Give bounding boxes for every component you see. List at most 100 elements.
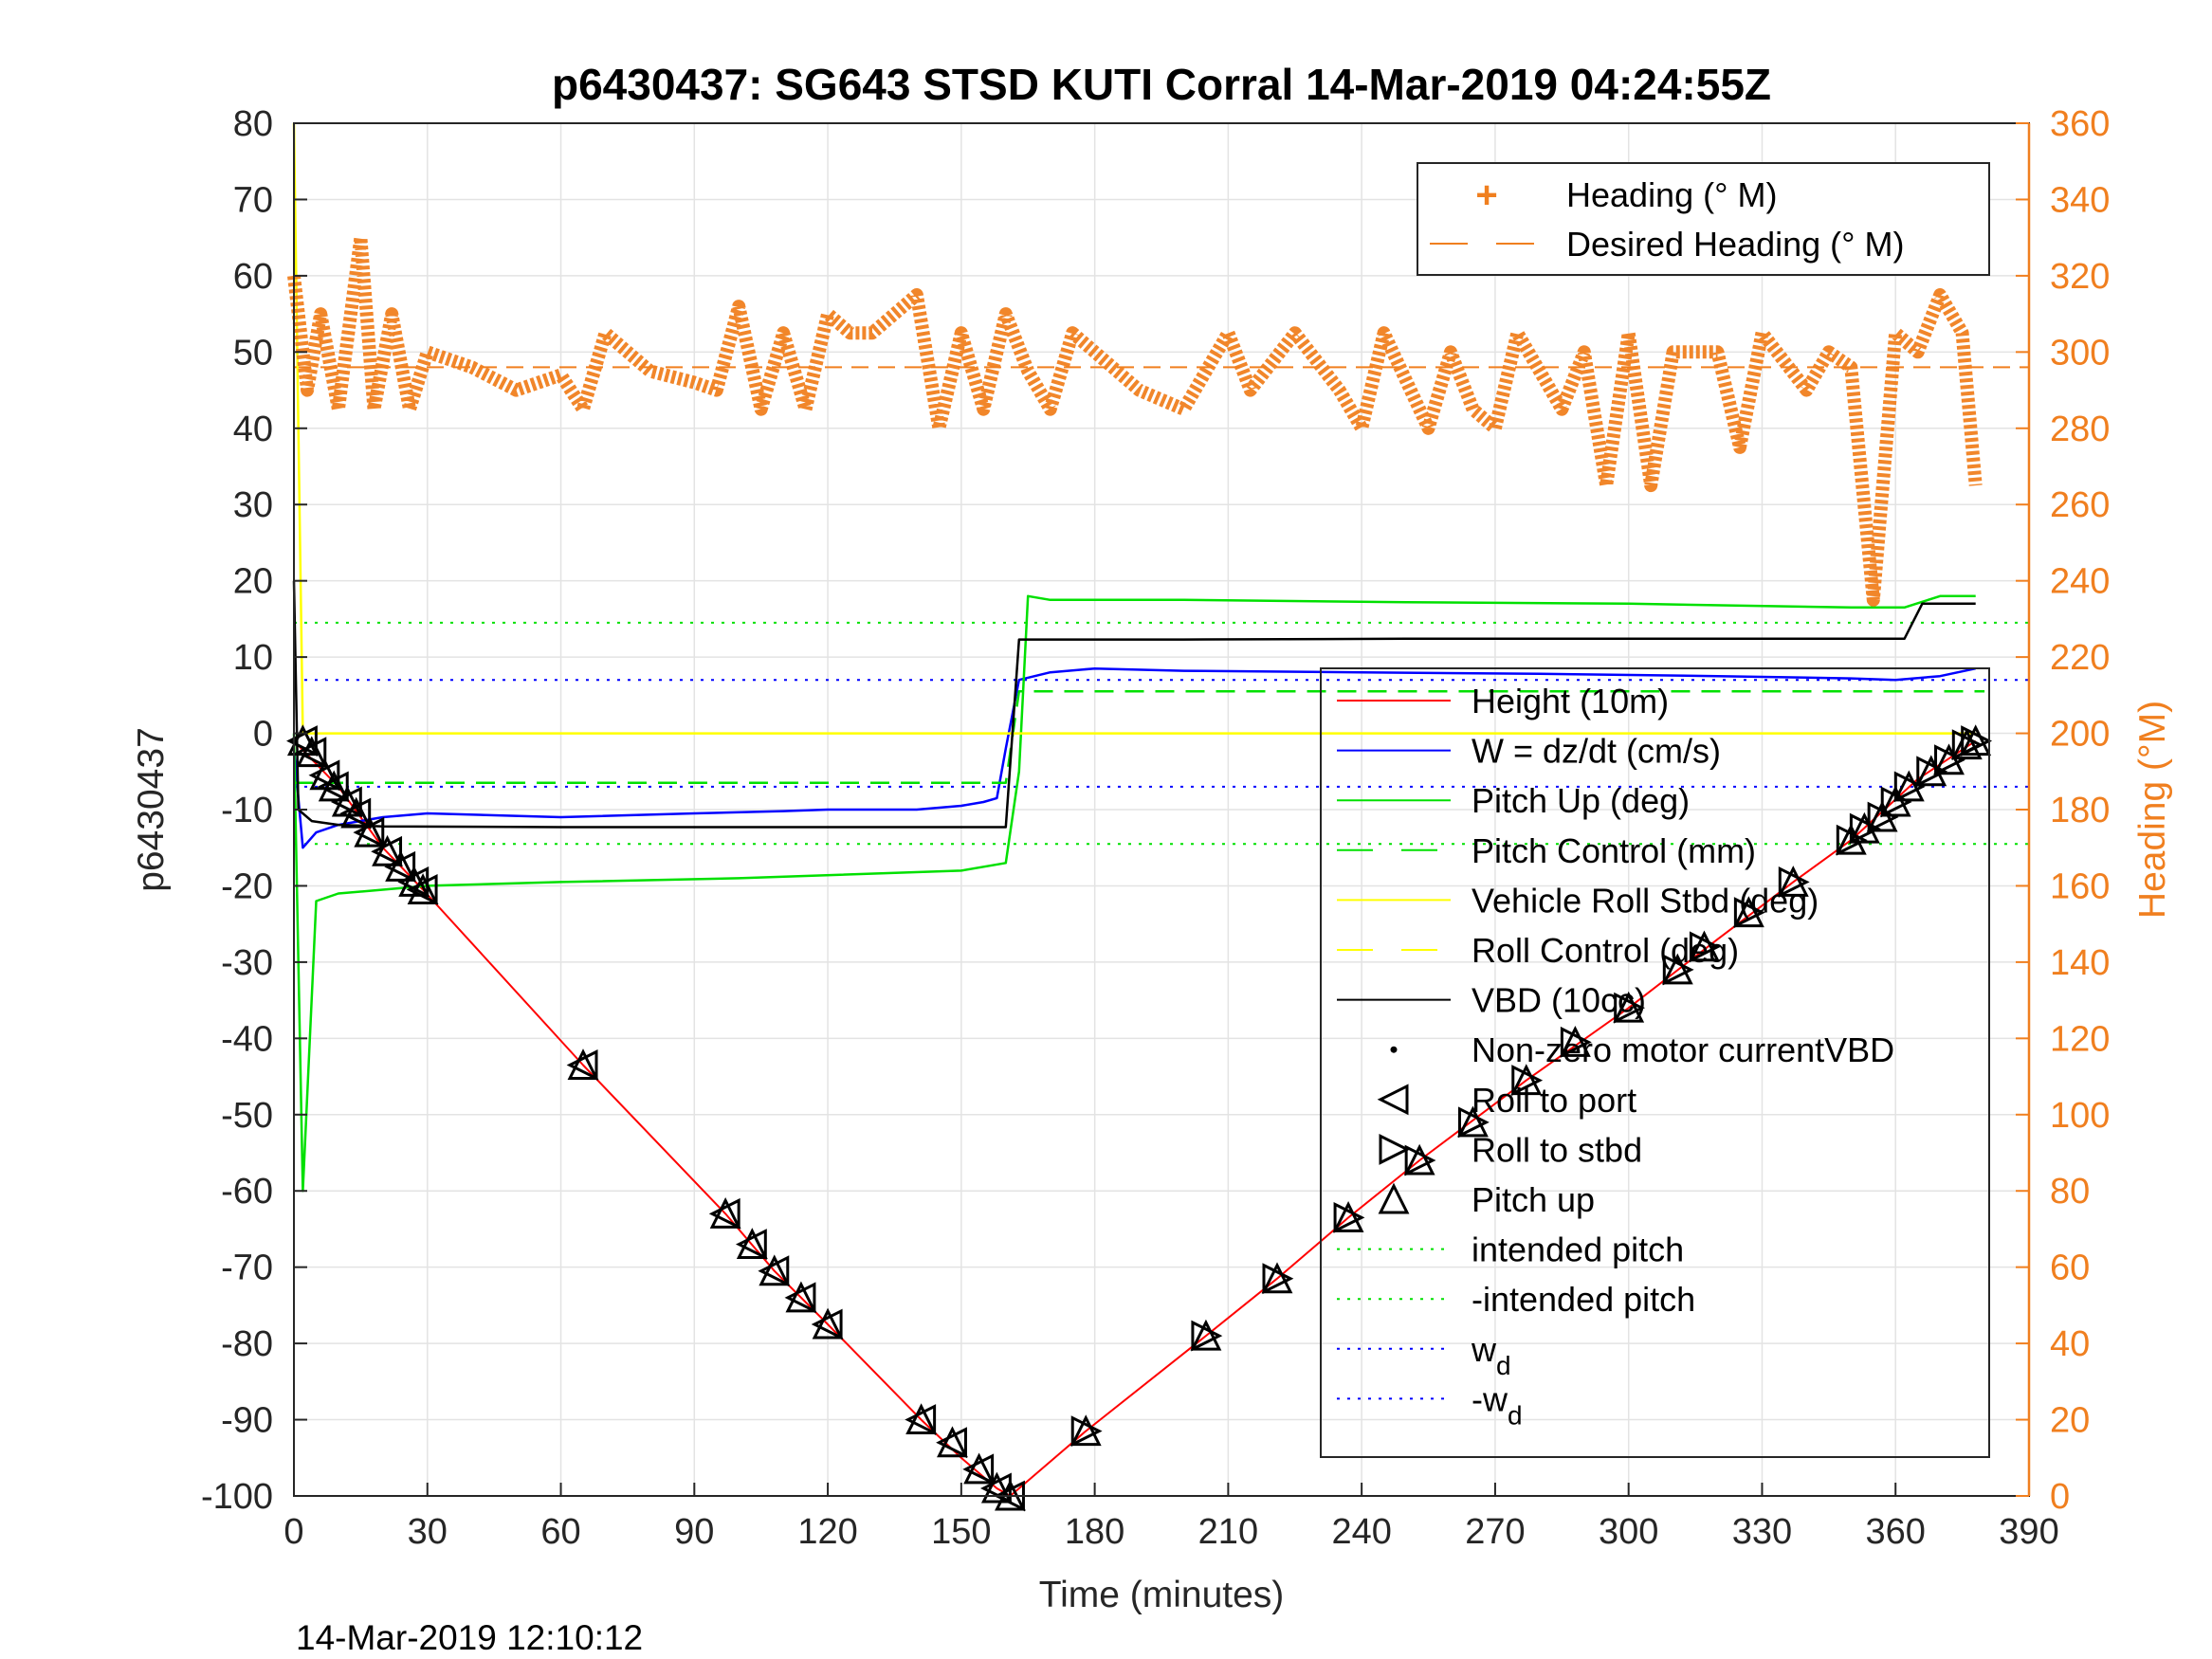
marker-right <box>1404 1144 1436 1176</box>
marker-up <box>1732 896 1764 928</box>
marker-up <box>1661 953 1693 985</box>
series-line <box>292 594 1976 1193</box>
marker-up <box>407 873 439 904</box>
marker-right <box>1070 1415 1103 1448</box>
y-tick-label: -30 <box>221 943 273 983</box>
legend-swatch: + <box>1475 174 1497 216</box>
marker-right <box>1379 1133 1411 1165</box>
y2-tick-label: 360 <box>2050 104 2110 144</box>
marker-up <box>1457 1105 1489 1138</box>
series-line <box>292 580 1976 829</box>
y-tick-label: 80 <box>233 104 273 144</box>
ticks: 0 30 60 90 120 150 180 210 240 270 300 330 360 390807… <box>201 104 2110 1552</box>
timestamp-footer: 14-Mar-2019 12:10:12 <box>296 1618 643 1657</box>
marker-up <box>1069 1414 1102 1447</box>
marker-left <box>735 1229 767 1260</box>
y2-tick-label: 80 <box>2050 1172 2090 1212</box>
y-tick-label: -70 <box>221 1249 273 1288</box>
marker-up <box>1933 743 1965 775</box>
y2-tick-label: 340 <box>2050 180 2110 220</box>
legend-box <box>1320 667 1990 1458</box>
marker-right <box>1511 1065 1544 1097</box>
y2-tick-label: 240 <box>2050 562 2110 602</box>
x-tick-label: 90 <box>674 1512 714 1552</box>
legend-label: -intended pitch <box>1472 1280 1695 1319</box>
chart-title: p6430437: SG643 STSD KUTI Corral 14-Mar-… <box>552 60 1771 109</box>
marker-up <box>318 770 350 802</box>
y-tick-label: 10 <box>233 638 273 678</box>
legend-swatch <box>1390 1046 1398 1053</box>
marker-up <box>1510 1064 1543 1096</box>
x-tick-label: 60 <box>540 1512 580 1552</box>
marker-left <box>936 1427 967 1459</box>
marker-up <box>567 1048 599 1080</box>
x-tick-label: 180 <box>1065 1512 1124 1552</box>
y-tick-label: 60 <box>233 257 273 297</box>
y-tick-label: -50 <box>221 1096 273 1136</box>
marker-left <box>308 759 340 792</box>
y-tick-label: 70 <box>233 180 273 220</box>
marker-left <box>566 1049 598 1081</box>
y-tick-label: 0 <box>253 715 273 755</box>
marker-left <box>905 1404 937 1435</box>
marker-left <box>330 786 362 818</box>
marker-left <box>811 1308 843 1340</box>
legend-label: Vehicle Roll Stbd (deg) <box>1472 881 1819 920</box>
marker-up <box>963 1452 996 1485</box>
marker-right <box>1849 812 1881 845</box>
y2-tick-label: 40 <box>2050 1324 2090 1364</box>
grid <box>293 122 2030 1497</box>
marker-up <box>1559 1026 1591 1057</box>
series-line <box>293 739 1977 1497</box>
series-line <box>292 666 1976 849</box>
marker-up <box>296 736 328 768</box>
y2-tick-label: 120 <box>2050 1019 2110 1059</box>
series-line <box>294 690 1985 785</box>
marker-up <box>1866 800 1898 832</box>
reference-lines <box>294 366 2029 846</box>
marker-up <box>1190 1319 1222 1351</box>
x-tick-label: 300 <box>1599 1512 1658 1552</box>
marker-up <box>340 796 373 829</box>
marker-up <box>1261 1262 1293 1294</box>
marker-right <box>1778 866 1810 898</box>
marker-up <box>736 1228 768 1260</box>
y2-tick-label: 220 <box>2050 638 2110 678</box>
x-tick-label: 150 <box>931 1512 991 1552</box>
marker-up <box>1777 866 1809 897</box>
y2-tick-label: 300 <box>2050 333 2110 373</box>
marker-up <box>937 1426 968 1458</box>
marker-up <box>1950 728 1983 760</box>
y2-tick-label: 320 <box>2050 257 2110 297</box>
marker-right <box>1614 992 1646 1024</box>
marker-left <box>353 816 385 848</box>
marker-left <box>758 1255 790 1287</box>
y2-tick-label: 60 <box>2050 1249 2090 1288</box>
x-tick-label: 360 <box>1866 1512 1926 1552</box>
marker-left <box>295 737 327 769</box>
y-axis-label: p6430437 <box>131 727 172 892</box>
marker-left <box>339 797 372 830</box>
marker-up <box>1689 930 1720 962</box>
y-tick-label: -80 <box>221 1324 273 1364</box>
y-tick-label: 30 <box>233 485 273 525</box>
x-axis-label: Time (minutes) <box>1039 1575 1285 1615</box>
marker-right <box>1893 771 1926 803</box>
marker-up <box>1613 991 1645 1023</box>
series-line <box>292 122 1976 735</box>
marker-up <box>812 1307 844 1340</box>
series-layer <box>287 122 1985 1497</box>
y-tick-label: -20 <box>221 866 273 906</box>
x-tick-label: 270 <box>1465 1512 1525 1552</box>
marker-left <box>784 1282 816 1314</box>
marker-right <box>1662 954 1694 986</box>
legend-label: Roll Control (deg) <box>1472 931 1739 970</box>
marker-up <box>372 834 403 866</box>
marker-layer <box>286 724 1993 1512</box>
y2-tick-label: 200 <box>2050 715 2110 755</box>
x-tick-label: 390 <box>1999 1512 2058 1552</box>
marker-up <box>1403 1143 1435 1176</box>
legend-label: Height (10m) <box>1472 682 1669 720</box>
y2-tick-label: 160 <box>2050 866 2110 906</box>
